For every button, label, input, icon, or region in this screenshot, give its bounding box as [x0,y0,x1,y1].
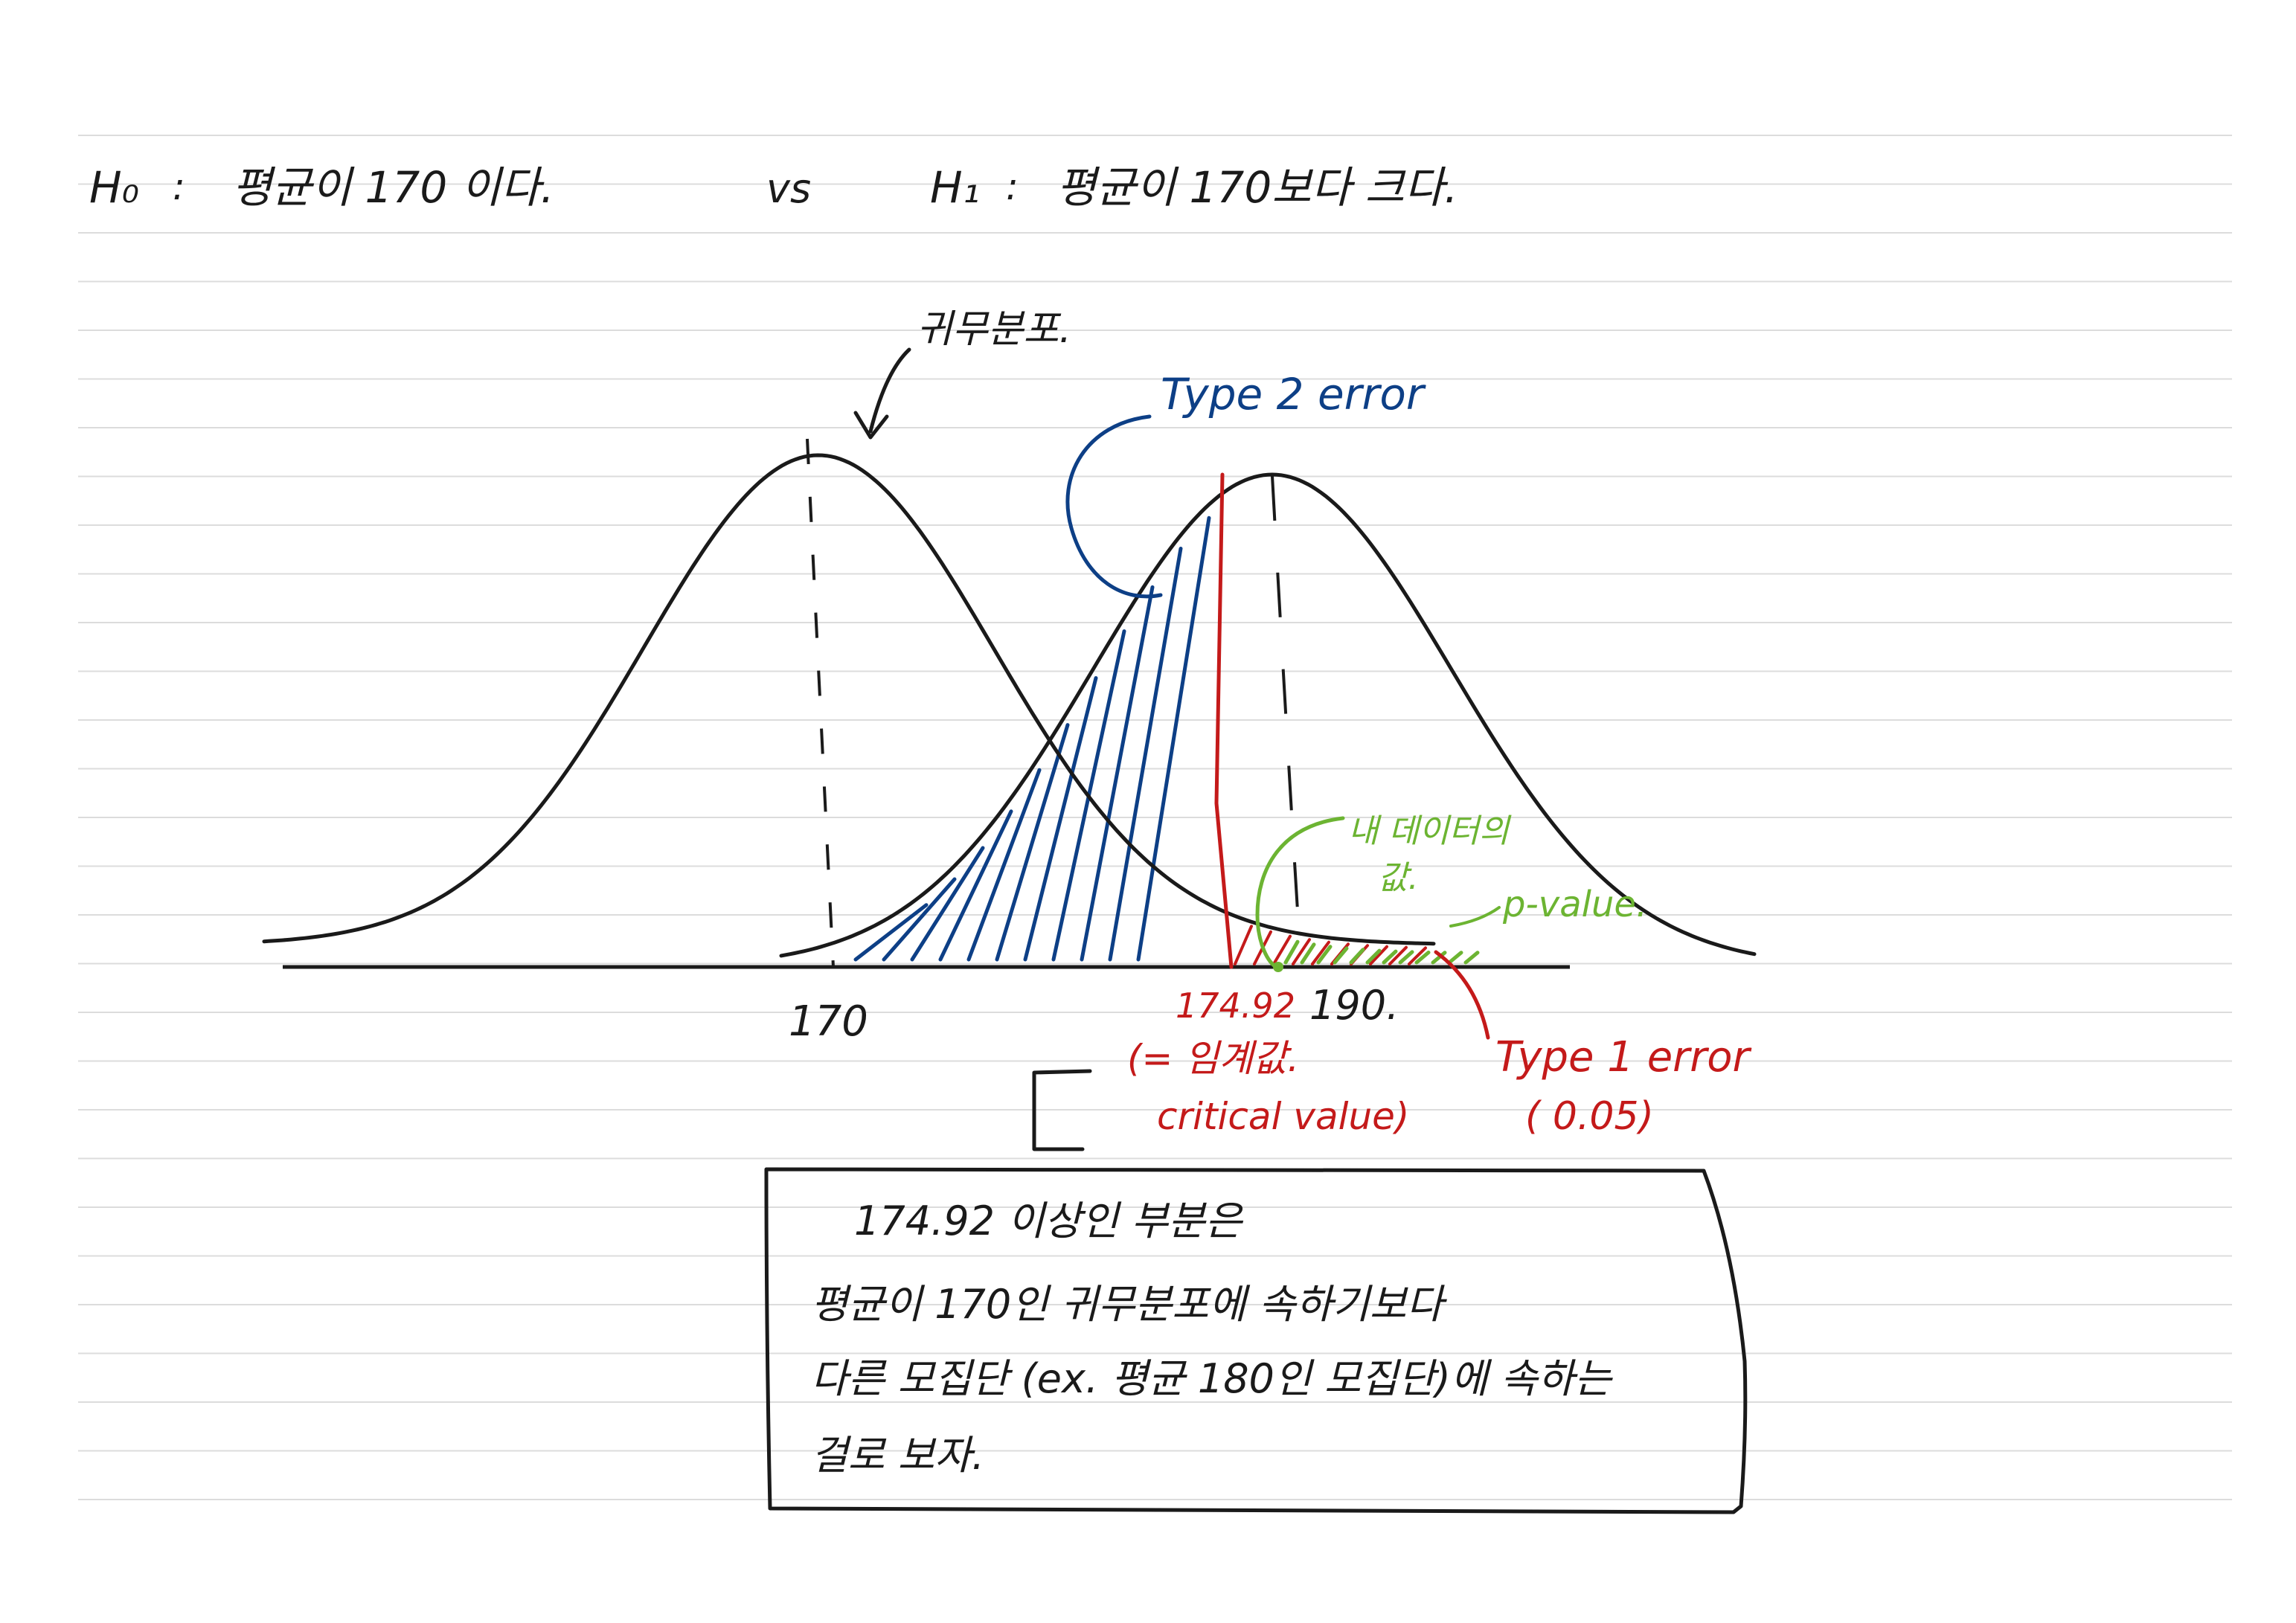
note-line-4: 걸로 보자. [811,1432,984,1479]
critical-value-note-line2: critical value) [1157,1095,1409,1138]
note-line-3: 다른 모집단 (ex. 평균 180인 모집단)에 속하는 [811,1355,1613,1402]
ruled-lines [78,135,2232,1500]
null-distribution-arrowhead [853,411,889,440]
note-box-frame [764,1167,1748,1514]
p-value-hatch-stroke [1349,948,1365,965]
h0-symbol: H₀ [89,162,139,213]
p-value-hatch-stroke [1447,951,1463,965]
type2-hatch-stroke [853,903,929,962]
null-distribution-label: 귀무분포. [917,307,1071,352]
critical-value-line [1214,472,1234,969]
h0-statement: 평균이 170 이다. [232,162,554,213]
type1-error-label-line2: ( 0.05) [1525,1094,1654,1139]
type2-error-label: Type 2 error [1161,369,1426,420]
h0-colon: : [173,165,185,208]
alt-mean-dashed-line [1271,475,1300,923]
type2-hatch-stroke [995,723,1070,962]
my-data-value-dot [1273,962,1283,972]
p-value-hatch-stroke [1365,948,1382,965]
p-value-hatching [1283,939,1480,965]
type2-hatch-stroke [966,768,1042,962]
my-data-value-label-line2: 값. [1378,859,1418,897]
type1-hatch-stroke [1408,946,1427,965]
h1-colon: : [1006,165,1019,208]
null-mean-label: 170 [789,997,868,1046]
my-data-value-pointer [1255,816,1345,969]
p-value-hatch-stroke [1382,949,1398,965]
p-value-pointer [1449,906,1501,928]
p-value-hatch-stroke [1431,951,1447,965]
alternative-distribution-curve [779,472,1757,958]
type1-hatch-stroke [1234,925,1253,965]
type2-hatch-stroke [1136,515,1211,962]
p-value-label: p-value. [1502,884,1647,925]
critical-value-note-line1: (= 임계값. [1127,1037,1299,1080]
type2-hatch-stroke [1080,585,1155,962]
h1-statement: 평균이 170보다 크다. [1056,162,1458,213]
type1-error-pointer [1434,950,1490,1040]
p-value-hatch-stroke [1300,942,1316,965]
type2-hatch-stroke [938,809,1013,962]
type1-hatch-stroke [1388,945,1408,965]
null-mean-dashed-line [806,438,835,968]
type2-error-bracket [1065,414,1163,599]
type2-error-hatching [853,515,1211,962]
note-line-2: 평균이 170인 귀무분포에 속하기보다 [811,1281,1447,1328]
type1-hatch-stroke [1272,934,1292,965]
type2-hatch-stroke [910,846,985,962]
critical-value-label: 174.92 [1176,986,1295,1026]
type1-hatch-stroke [1369,945,1388,965]
type2-hatch-stroke [1023,676,1098,962]
note-connector-bracket [1032,1069,1092,1151]
my-data-value-label-line1: 내 데이터의 [1348,812,1512,850]
p-value-hatch-stroke [1463,951,1480,965]
null-distribution-arrow [868,347,911,434]
p-value-hatch-stroke [1333,946,1349,965]
alt-mean-label: 190. [1309,982,1399,1029]
type2-hatch-stroke [882,877,957,962]
type1-error-label-line1: Type 1 error [1495,1033,1751,1082]
vs-label: vs [766,165,811,212]
note-line-1: 174.92 이상인 부분은 [854,1198,1244,1244]
type1-hatch-stroke [1292,938,1311,965]
p-value-hatch-stroke [1398,950,1414,965]
p-value-hatch-stroke [1414,951,1431,965]
null-distribution-curve [262,453,1436,946]
hypotheses-header: H₀ : 평균이 170 이다. vs H₁ : 평균이 170보다 크다. [89,162,1458,213]
p-value-hatch-stroke [1283,939,1300,965]
type1-hatch-stroke [1311,940,1330,965]
type2-hatch-stroke [1108,547,1183,962]
h1-symbol: H₁ [930,162,980,213]
p-value-hatch-stroke [1316,945,1333,965]
